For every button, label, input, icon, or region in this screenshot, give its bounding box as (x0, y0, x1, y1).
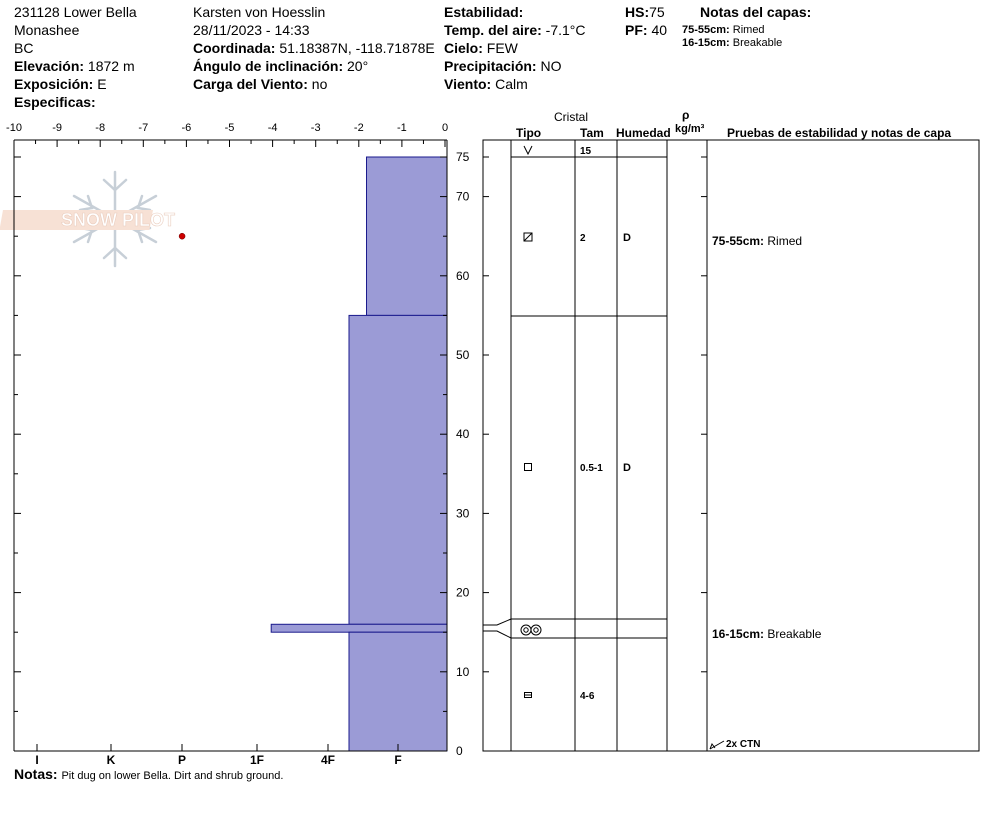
melt-form-icon-inner (533, 627, 539, 633)
temp-tick-label: -2 (354, 122, 364, 134)
wind: Viento: Calm (444, 76, 528, 92)
rime-icon-slash (523, 232, 533, 242)
facet-icon (524, 463, 532, 471)
hardness-label: I (35, 753, 38, 767)
hardness-label: K (107, 753, 116, 767)
depth-tick-label: 10 (456, 665, 470, 679)
temp-tick-label: 0 (442, 122, 448, 134)
hardness-label: F (394, 753, 401, 767)
layer-note: 16-15cm: Breakable (712, 627, 822, 641)
hardness-layer-1 (348, 314, 448, 625)
layer-note-2: 16-15cm: Breakable (682, 37, 783, 49)
temp-tick-label: -1 (397, 122, 407, 134)
temp-tick-label: -10 (6, 122, 22, 134)
depth-tick-label: 75 (456, 150, 470, 164)
stability-test-label: 2x CTN (726, 739, 760, 750)
hardness-layer-3 (348, 631, 448, 752)
hardness-label: 1F (250, 753, 264, 767)
temp-tick-label: -9 (52, 122, 62, 134)
layer-note-text: Breakable (767, 627, 821, 641)
layer-size: 0.5-1 (580, 463, 603, 474)
temp-tick-label: -8 (95, 122, 105, 134)
layer-size: 2 (580, 233, 586, 244)
hardness-layer-2 (270, 623, 448, 633)
depth-tick-label: 30 (456, 506, 470, 520)
air-temp: Temp. del aire: -7.1°C (444, 22, 586, 38)
stability-test-pointer (709, 740, 725, 750)
location: 231128 Lower Bella (14, 4, 137, 20)
snow-height: HS:75 (625, 4, 665, 20)
col-density-unit: kg/m³ (675, 123, 705, 135)
col-rho: ρ (682, 108, 690, 122)
temp-tick-label: -3 (311, 122, 321, 134)
melt-form-icon (520, 624, 532, 636)
layer-moisture: D (623, 232, 631, 244)
temp-tick-label: -7 (138, 122, 148, 134)
datetime: 28/11/2023 - 14:33 (193, 22, 310, 38)
stability-test-arrowhead (709, 742, 716, 750)
sky: Cielo: FEW (444, 40, 518, 56)
logo-text: SNOW PILOT (61, 210, 175, 230)
new-snow-icon (523, 145, 533, 156)
col-tests: Pruebas de estabilidad y notas de capa (727, 126, 952, 140)
slope-angle: Ángulo de inclinación: 20° (193, 58, 369, 74)
wind-loading: Carga del Viento: no (193, 76, 328, 92)
elevation: Elevación: 1872 m (14, 58, 135, 74)
notes: Notas: Pit dug on lower Bella. Dirt and … (14, 766, 284, 782)
depth-tick-label: 0 (456, 744, 463, 758)
boundary-connector (483, 630, 512, 639)
layer-note-1: 75-55cm: Rimed (682, 24, 765, 36)
depth-tick-label: 60 (456, 269, 470, 283)
hardness-layer-0 (366, 156, 448, 316)
layer-moisture: D (623, 462, 631, 474)
hardness-label: P (178, 753, 186, 767)
layer-table-frame (482, 139, 980, 752)
rime-icon (523, 232, 533, 242)
col-type: Tipo (516, 126, 542, 140)
depth-tick-label: 20 (456, 586, 470, 600)
layer-note: 75-55cm: Rimed (712, 234, 802, 248)
coordinates: Coordinada: 51.18387N, -118.71878E (193, 40, 435, 56)
state: BC (14, 40, 34, 56)
observer: Karsten von Hoesslin (193, 4, 326, 20)
snowpilot-logo: SNOW PILOT (0, 170, 175, 268)
boundary-connector (483, 618, 512, 626)
temp-tick-label: -4 (268, 122, 278, 134)
col-size: Tam (580, 126, 604, 140)
stability-label: Estabilidad: (444, 4, 524, 20)
depth-tick-label: 50 (456, 348, 470, 362)
layer-note-text: Rimed (767, 234, 802, 248)
depth-tick-label: 70 (456, 190, 470, 204)
precipitation: Precipitación: NO (444, 58, 562, 74)
range: Monashee (14, 22, 80, 38)
layer-note-range: 16-15cm: (712, 627, 767, 641)
foot-penetration: PF: 40 (625, 22, 668, 38)
temp-tick-label: -6 (182, 122, 192, 134)
melt-form-icon (530, 624, 542, 636)
layer-notes-title: Notas del capas: (700, 4, 812, 20)
temp-tick-label: -5 (225, 122, 235, 134)
col-moisture: Humedad (616, 126, 671, 140)
col-crystal: Cristal (554, 110, 589, 124)
surface-size: 15 (580, 146, 592, 157)
specifics-label: Especificas: (14, 94, 96, 110)
temperature-point (178, 232, 186, 240)
depth-tick-label: 40 (456, 427, 470, 441)
aspect: Exposición: E (14, 76, 107, 92)
melt-form-icon-inner (523, 627, 529, 633)
layer-note-range: 75-55cm: (712, 234, 767, 248)
hardness-label: 4F (321, 753, 335, 767)
layer-size: 4-6 (580, 691, 595, 702)
